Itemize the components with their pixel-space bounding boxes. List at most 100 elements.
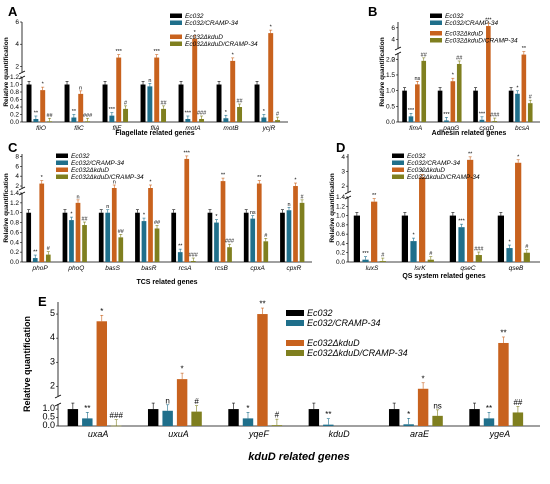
category-label: basR [141, 265, 156, 272]
bar-A-motA-mutcomp [199, 119, 205, 122]
significance-label: * [422, 374, 425, 383]
significance-label: ## [154, 220, 161, 226]
y-tick-label: 3 [50, 356, 55, 366]
x-axis-label: QS system related genes [402, 273, 485, 280]
bar-E-ygeA-comp [483, 418, 495, 426]
legend-label-mutcomp: Ec032ΔkduD/CRAMP-34 [307, 348, 408, 358]
panel-label-A: A [8, 4, 18, 19]
y-tick-label: 8 [15, 153, 19, 160]
y-tick-label: 0.2 [10, 249, 19, 256]
category-label: basS [105, 265, 120, 272]
y-tick-label: 2 [15, 63, 19, 70]
bar-C-basR-comp [141, 221, 147, 262]
significance-label: *** [479, 111, 486, 117]
bar-D-qseC-mutcomp [475, 255, 482, 262]
bar-C-basS-mutant [111, 188, 117, 262]
y-tick-label: 0.8 [10, 89, 19, 96]
y-tick-label: 0.0 [42, 420, 55, 430]
legend-swatch-mutant [170, 34, 182, 39]
axis-break-mark [54, 394, 62, 399]
significance-label: ** [325, 410, 331, 419]
bar-E-yqeF-mutant [257, 314, 268, 426]
bar-A-fliC-wt [64, 84, 70, 122]
significance-label: n [165, 396, 169, 405]
bar-C-rcsB-mutcomp [227, 247, 232, 262]
y-tick-label: 0.5 [42, 412, 55, 422]
bar-B-csgD-mutant [486, 26, 491, 122]
significance-label: n [79, 85, 82, 91]
panel-label-E: E [38, 294, 47, 309]
category-label: qseB [509, 265, 524, 272]
panel-C: C 0.0 0.2 0.4 0.6 0.8 1.0 1.2 1.42 4 6 8 Relative qu… [3, 140, 312, 286]
bar-A-motA-mutant [192, 38, 198, 122]
panel-label-C: C [8, 140, 18, 155]
y-tick-label: 6 [15, 19, 19, 26]
y-tick-label: 4 [15, 41, 19, 48]
category-label: bcsA [515, 125, 529, 132]
significance-label: ** [257, 175, 262, 181]
y-axis-label: Relative quantification [3, 173, 10, 242]
significance-label: * [149, 180, 152, 186]
bar-D-luxS-comp [362, 259, 369, 262]
category-label: fliC [74, 125, 84, 132]
bar-C-phoQ-mutant [75, 202, 81, 262]
significance-label: ** [486, 404, 492, 413]
bar-C-cpxR-comp [286, 210, 292, 262]
significance-label: *** [153, 49, 160, 55]
legend-label-wt: Ec032 [445, 13, 464, 20]
category-label: motB [223, 125, 239, 132]
significance-label: ns [250, 210, 256, 216]
bar-C-phoP-wt [26, 212, 32, 262]
bar-A-motB-wt [216, 84, 222, 122]
significance-label: ### [474, 247, 484, 253]
y-tick-label: 4 [341, 154, 345, 161]
bar-E-uxuA-mutcomp [191, 411, 202, 426]
bar-D-luxS-mutant [371, 201, 378, 262]
bar-A-ycjR-comp [261, 117, 267, 122]
significance-label: ** [72, 109, 77, 115]
bar-C-rcsB-mutant [220, 181, 226, 262]
panel-D: D 0.0 0.2 0.4 0.6 0.8 1.0 1.2 1.4 2 3 4 Relative qua… [329, 140, 540, 280]
significance-label: # [301, 194, 305, 200]
significance-label: ### [110, 411, 124, 420]
x-axis-label: TCS related genes [136, 279, 197, 286]
y-tick-label: 0.8 [336, 222, 345, 229]
bar-D-luxS-mutcomp [379, 261, 386, 262]
significance-label: ** [34, 111, 39, 117]
legend-swatch-comp [170, 20, 182, 25]
bar-E-araE-wt [388, 409, 400, 426]
significance-label: ** [178, 244, 183, 250]
y-tick-label: 2 [15, 183, 19, 190]
bar-A-fliO-comp [33, 119, 39, 122]
bar-E-yqeF-wt [228, 409, 239, 426]
bar-C-phoQ-mutcomp [82, 225, 87, 262]
bar-C-phoP-mutcomp [45, 254, 51, 262]
y-tick-label: 5 [50, 308, 55, 318]
y-tick-label: 4 [15, 173, 19, 180]
significance-label: # [525, 244, 529, 250]
bar-C-rcsA-comp [177, 252, 183, 262]
category-label: fimA [409, 125, 422, 132]
significance-label: ## [46, 113, 53, 119]
y-tick-label: 0.2 [336, 250, 345, 257]
significance-label: ** [500, 328, 506, 337]
bar-A-fliE-mutant [116, 57, 122, 122]
bar-E-yqeF-mutcomp [271, 425, 283, 426]
bar-C-basR-mutcomp [154, 228, 160, 262]
bar-C-basS-comp [105, 212, 111, 262]
significance-label: ## [421, 52, 428, 58]
significance-label: *** [443, 112, 450, 118]
bar-E-uxuA-comp [162, 410, 173, 426]
significance-label: * [270, 25, 273, 31]
y-tick-label: 1.2 [336, 203, 345, 210]
bar-C-basS-wt [98, 212, 104, 262]
bar-B-csgD-wt [473, 90, 478, 122]
bar-C-phoQ-comp [69, 220, 74, 262]
y-tick-label: 4 [50, 332, 55, 342]
bar-B-fimA-comp [408, 116, 414, 122]
bar-D-lsrK-mutant [419, 177, 426, 262]
legend-swatch-mutant [286, 340, 304, 346]
significance-label: ** [372, 193, 377, 199]
bar-E-araE-mutant [417, 388, 429, 426]
